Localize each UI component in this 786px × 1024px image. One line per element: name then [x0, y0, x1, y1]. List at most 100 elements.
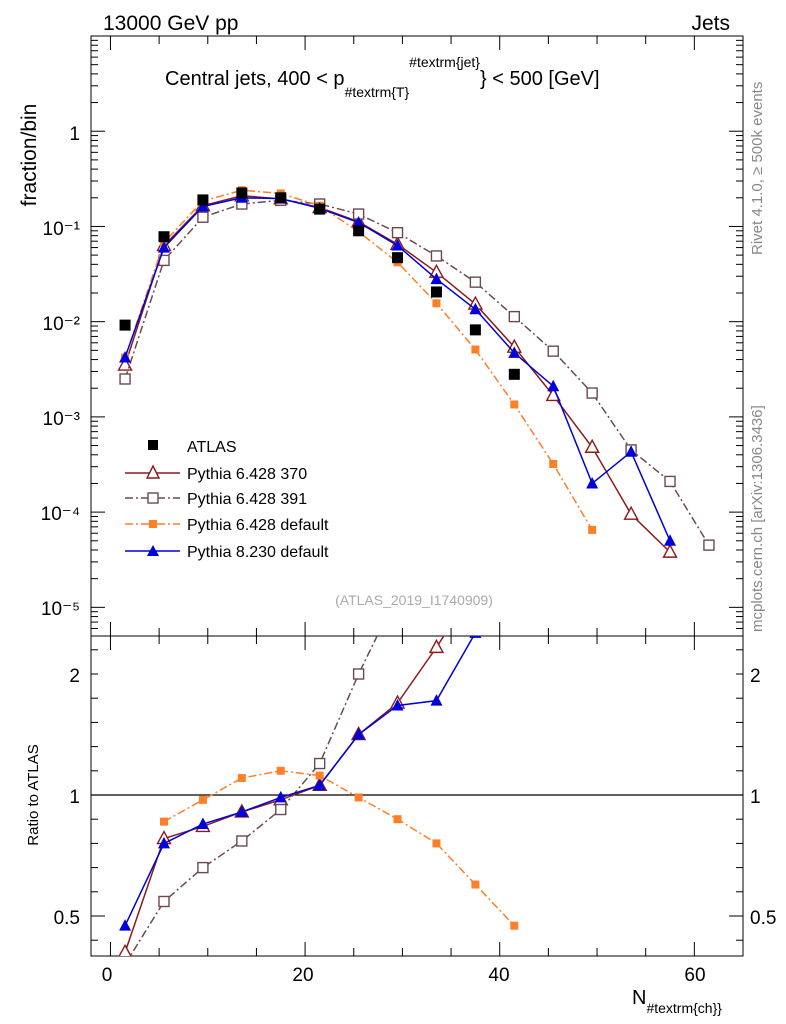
data-point — [158, 231, 170, 243]
ratio-line — [129, 636, 378, 956]
data-point — [428, 638, 445, 654]
data-point — [274, 790, 287, 803]
data-point — [469, 636, 482, 638]
ytick-label: 10⁻¹ — [43, 219, 81, 240]
data-point — [119, 373, 131, 385]
main-series-layer — [117, 186, 715, 558]
ratio-series-clip — [118, 456, 520, 969]
data-point — [662, 543, 678, 558]
data-point — [392, 252, 404, 264]
ratio-ytick-label: 1 — [69, 787, 80, 808]
data-point — [471, 880, 480, 889]
data-point — [586, 387, 598, 399]
data-point — [196, 817, 209, 830]
data-point — [664, 534, 677, 546]
legend-marker-6default — [149, 520, 157, 528]
data-point — [469, 302, 482, 315]
legend-marker-atlas — [148, 440, 158, 450]
data-point — [471, 345, 480, 354]
main-ytick-labels: 10⁻⁵ 10⁻⁴ 10⁻³ 10⁻² 10⁻¹ 1 — [41, 124, 80, 620]
watermark: (ATLAS_2019_I1740909) — [335, 592, 493, 608]
data-point — [313, 778, 326, 791]
main-title-sup: #textrm{jet} — [409, 54, 480, 70]
data-point — [119, 319, 131, 331]
ratio-ytick-label: 0.5 — [54, 908, 80, 929]
data-point — [547, 379, 560, 392]
data-point — [510, 400, 519, 409]
main-ylabel: fraction/bin — [18, 104, 41, 207]
ratio-ytick-label-right: 0.5 — [750, 908, 776, 929]
data-point — [352, 668, 365, 680]
data-point — [198, 795, 207, 804]
data-point — [313, 757, 326, 770]
data-point — [235, 805, 248, 817]
legend-marker-391 — [147, 492, 159, 504]
legend-label: Pythia 6.428 391 — [187, 491, 307, 508]
data-point — [510, 921, 519, 930]
data-point — [430, 250, 443, 262]
data-point — [119, 919, 132, 931]
data-point — [625, 445, 638, 457]
ratio-ytick-label: 2 — [69, 666, 80, 687]
data-point — [431, 456, 441, 466]
data-point — [237, 774, 246, 783]
data-point — [158, 895, 170, 908]
ytick-label: 10⁻² — [43, 314, 81, 335]
data-point — [508, 310, 521, 323]
header-left: 13000 GeV pp — [103, 12, 238, 35]
ratio-series-layer — [118, 456, 520, 969]
legend: ATLAS Pythia 6.428 370 Pythia 6.428 391 … — [125, 439, 329, 561]
data-point — [432, 299, 441, 308]
data-point — [623, 505, 639, 520]
data-point — [664, 475, 676, 488]
data-point — [430, 286, 442, 298]
ratio-plot-frame — [90, 635, 744, 957]
data-point — [276, 766, 285, 775]
data-point — [391, 698, 404, 711]
xtick-label: 40 — [488, 965, 509, 986]
legend-label: ATLAS — [187, 439, 237, 456]
data-point — [588, 525, 597, 534]
data-point — [197, 211, 209, 223]
series-line — [124, 199, 710, 546]
xtick-label: 20 — [292, 965, 313, 986]
x-axis-label: N#textrm{ch}} — [632, 987, 722, 1016]
data-point — [469, 580, 482, 592]
data-point — [508, 622, 520, 634]
legend-label: Pythia 6.428 default — [187, 517, 329, 534]
ratio-line — [163, 770, 515, 927]
legend-label: Pythia 6.428 370 — [187, 466, 307, 483]
x-axis-label-main: N — [632, 987, 646, 1009]
side-rivet: Rivet 4.1.0, ≥ 500k events — [749, 82, 766, 255]
header-right: Jets — [691, 12, 730, 35]
ytick-label: 1 — [69, 124, 80, 145]
data-point — [432, 839, 441, 848]
data-point — [393, 815, 402, 824]
data-point — [353, 225, 365, 237]
data-point — [157, 241, 170, 253]
ratio-ylabel: Ratio to ATLAS — [25, 744, 42, 845]
data-point — [354, 793, 363, 802]
xtick-label: 60 — [684, 965, 705, 986]
ratio-ytick-label-right: 2 — [750, 666, 761, 687]
data-point — [430, 272, 443, 285]
data-point — [547, 345, 559, 357]
data-point — [120, 959, 130, 969]
ytick-label: 10⁻⁴ — [41, 504, 80, 525]
main-title-tail: } < 500 [GeV] — [480, 68, 600, 90]
data-point — [196, 199, 209, 212]
data-point — [352, 216, 365, 228]
data-point — [275, 803, 287, 816]
data-point — [236, 835, 248, 847]
legend-label: Pythia 8.230 default — [187, 544, 329, 561]
ytick-label: 10⁻⁵ — [41, 599, 80, 620]
x-axis-label-sub: #textrm{ch}} — [646, 1000, 722, 1016]
ratio-series-pythia-6-428-391 — [120, 456, 441, 969]
data-point — [197, 861, 209, 874]
legend-marker-8default — [147, 545, 159, 556]
data-point — [584, 438, 600, 453]
ratio-ytick-labels: 0.5 1 2 0.5 1 2 — [54, 666, 777, 929]
main-title-text: Central jets, 400 < p — [165, 68, 345, 90]
data-point — [391, 239, 404, 251]
